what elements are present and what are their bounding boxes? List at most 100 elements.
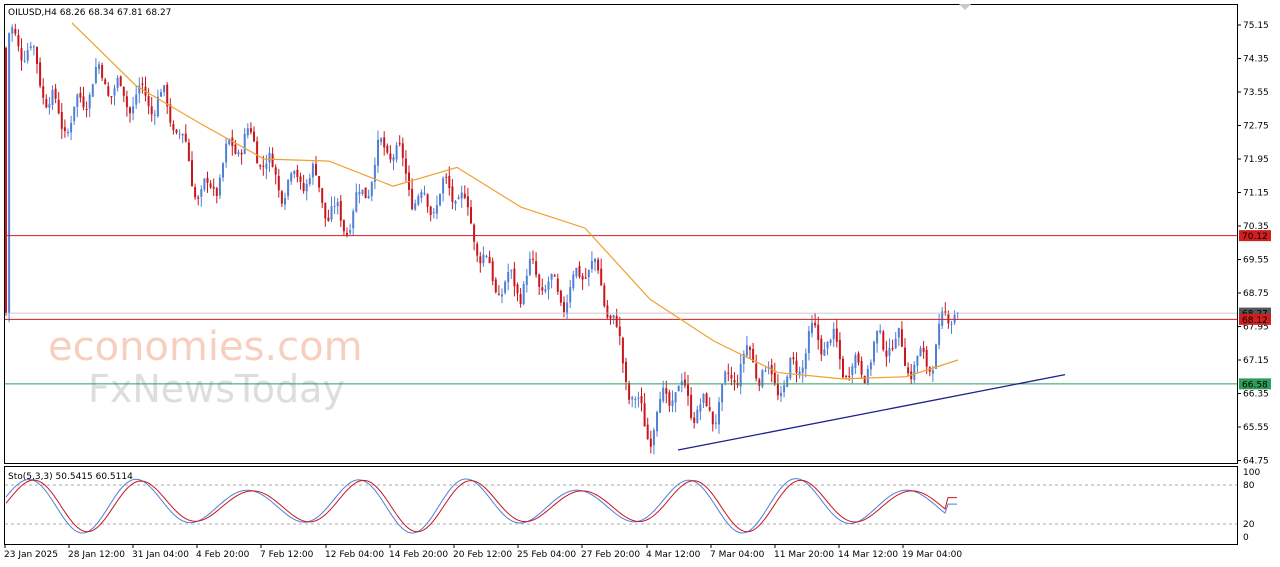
candle-body xyxy=(727,372,730,374)
candle-body xyxy=(156,96,159,117)
candle-body xyxy=(392,157,395,161)
candle-body xyxy=(212,186,215,189)
candle-body xyxy=(119,76,122,86)
candle-body xyxy=(677,386,680,392)
candle-body xyxy=(308,178,311,184)
candle-body xyxy=(32,46,35,48)
candle-body xyxy=(826,341,829,349)
candle-body xyxy=(101,65,104,78)
candle-body xyxy=(116,77,119,88)
candle-body xyxy=(683,379,686,386)
candle-body xyxy=(395,145,398,160)
price-tick-label: 67.95 xyxy=(1243,323,1269,333)
candle-body xyxy=(442,178,445,194)
candle-body xyxy=(336,202,339,207)
candle-body xyxy=(482,254,485,264)
candle-body xyxy=(451,186,454,202)
candle-body xyxy=(26,50,29,61)
candle-body xyxy=(20,48,23,61)
price-tick-label: 75.15 xyxy=(1243,21,1269,31)
candle-body xyxy=(922,347,925,352)
price-tick-label: 68.75 xyxy=(1243,289,1269,299)
candle-body xyxy=(129,107,131,114)
candle-body xyxy=(755,363,758,379)
candle-body xyxy=(470,207,472,224)
candle-body xyxy=(240,152,243,155)
candle-body xyxy=(218,177,221,196)
candle-body xyxy=(575,267,578,277)
candle-body xyxy=(435,205,438,214)
candle-body xyxy=(497,293,500,295)
candle-body xyxy=(615,316,618,327)
candle-body xyxy=(525,275,528,286)
candle-body xyxy=(634,398,637,400)
candle-body xyxy=(330,206,333,220)
price-tick-label: 71.95 xyxy=(1243,155,1269,165)
time-tick-label: 28 Jan 12:00 xyxy=(68,550,125,560)
candle-body xyxy=(699,404,702,412)
candle-body xyxy=(556,278,559,292)
price-tag-label: 66.58 xyxy=(1242,380,1268,390)
candle-body xyxy=(172,124,175,131)
candle-body xyxy=(876,330,879,344)
candle-body xyxy=(63,127,66,132)
candle-body xyxy=(801,367,804,373)
candle-body xyxy=(39,62,42,86)
candle-body xyxy=(832,328,835,340)
candle-body xyxy=(866,369,869,383)
candle-body xyxy=(404,158,407,174)
candle-body xyxy=(222,163,224,178)
candle-body xyxy=(203,178,206,190)
candle-body xyxy=(383,137,386,148)
time-tick-label: 23 Jan 2025 xyxy=(4,550,58,560)
candle-body xyxy=(891,348,894,350)
candle-body xyxy=(243,133,246,154)
candle-body xyxy=(355,192,358,212)
candle-body xyxy=(153,114,156,116)
candle-body xyxy=(460,192,463,199)
candle-body xyxy=(609,315,612,319)
shift-marker-icon[interactable] xyxy=(959,4,971,10)
candle-body xyxy=(181,133,184,136)
candle-body xyxy=(439,193,441,206)
price-tag-box xyxy=(1239,378,1271,390)
candle-body xyxy=(265,163,268,169)
time-tick-label: 14 Feb 20:00 xyxy=(389,550,448,560)
candle-body xyxy=(705,393,708,407)
candle-body xyxy=(587,270,590,278)
price-axis: 75.15 74.35 73.55 72.75 71.95 71.15 70.35 69.55… xyxy=(1237,21,1269,467)
candle-body xyxy=(54,88,57,99)
candle-body xyxy=(175,129,178,133)
candle-body xyxy=(271,153,274,167)
candle-body xyxy=(414,203,417,210)
price-tick-label: 74.35 xyxy=(1243,55,1269,65)
candle-body xyxy=(811,323,813,334)
time-tick-label: 11 Mar 20:00 xyxy=(774,550,834,560)
candle-body xyxy=(209,183,212,188)
candle-body xyxy=(98,64,100,69)
stochastic-signal-line xyxy=(5,479,957,533)
stochastic-tick-label: 80 xyxy=(1243,481,1255,491)
candle-body xyxy=(380,138,383,142)
time-tick-label: 25 Feb 04:00 xyxy=(517,550,576,560)
candle-body xyxy=(389,153,392,160)
candle-body xyxy=(479,256,482,264)
candle-body xyxy=(352,211,355,229)
candle-body xyxy=(873,341,875,362)
candle-body xyxy=(246,128,249,136)
candle-body xyxy=(931,370,934,374)
candle-body xyxy=(299,176,302,182)
time-tick-label: 20 Feb 12:00 xyxy=(453,550,512,560)
candle-body xyxy=(792,357,795,360)
candle-body xyxy=(386,145,389,153)
candle-body xyxy=(618,326,621,337)
price-tag-label: 70.12 xyxy=(1242,232,1268,242)
candle-body xyxy=(473,224,476,242)
candle-body xyxy=(541,287,544,291)
candle-body xyxy=(454,200,457,204)
time-axis: 23 Jan 2025 28 Jan 12:00 31 Jan 04:00 4 Feb… xyxy=(4,545,962,560)
candle-body xyxy=(122,86,125,96)
candle-body xyxy=(820,338,823,355)
candle-body xyxy=(780,393,782,397)
